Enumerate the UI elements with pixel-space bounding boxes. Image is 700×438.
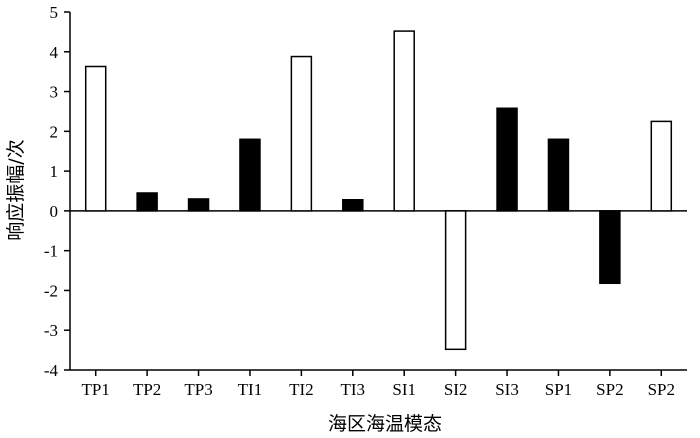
x-tick-label: TI2	[289, 380, 314, 399]
y-tick-label: 2	[50, 122, 59, 141]
x-tick-label: TP1	[82, 380, 110, 399]
x-tick-label: TP2	[133, 380, 161, 399]
bar-ti3-6	[342, 199, 364, 212]
bar-tp3-3	[187, 198, 210, 212]
y-tick-label: -3	[44, 321, 58, 340]
y-tick-label: 5	[50, 3, 59, 22]
bar-si1-7	[393, 30, 415, 212]
x-tick-label: SI2	[444, 380, 468, 399]
x-tick-label: TI3	[341, 380, 366, 399]
x-tick-label: SP2	[596, 380, 623, 399]
y-tick-label: -1	[44, 242, 58, 261]
bar-si2-8	[444, 210, 467, 351]
x-axis-title: 海区海温模态	[328, 413, 442, 435]
y-tick-label: -2	[44, 281, 58, 300]
y-tick-label: 1	[50, 162, 59, 181]
bars	[84, 30, 673, 351]
tick-labels: -4 -3 -2 -1 0 1 2 3 4 5 TP1 TP2 TP3 TI1 TI2 TI3 SI1 SI2 SI…	[44, 3, 675, 399]
y-tick-label: -4	[44, 361, 59, 380]
bar-ti1-4	[239, 138, 261, 212]
bar-tp2-2	[136, 192, 158, 212]
y-tick-label: 0	[50, 202, 59, 221]
bar-ti2-5	[290, 55, 313, 212]
x-tick-label: TP3	[184, 380, 212, 399]
bar-sp2-12	[650, 120, 673, 212]
x-tick-label: SP1	[545, 380, 572, 399]
y-axis-title: 响应振幅/次	[5, 139, 27, 240]
bar-tp1-1	[84, 65, 107, 212]
axes	[69, 12, 687, 371]
x-tick-label: SI1	[392, 380, 416, 399]
bar-sp2-11	[599, 210, 621, 285]
y-tick-label: 4	[50, 43, 59, 62]
bar-si3-9	[496, 107, 518, 212]
x-tick-label: SP2	[648, 380, 675, 399]
x-tick-label: SI3	[495, 380, 519, 399]
bar-sp1-10	[547, 138, 570, 212]
y-tick-label: 3	[50, 83, 59, 102]
ticks	[64, 11, 663, 376]
x-tick-label: TI1	[238, 380, 263, 399]
